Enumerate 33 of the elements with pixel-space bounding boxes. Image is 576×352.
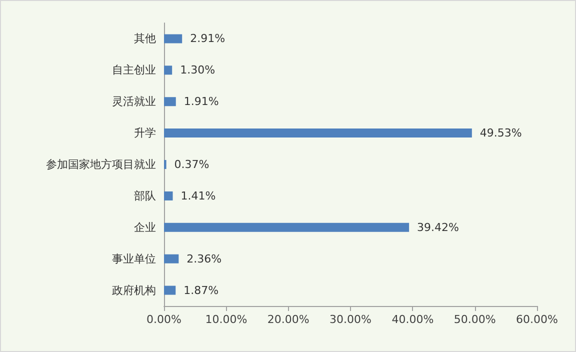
x-tick-label: 0.00% [146,313,182,326]
bar [164,34,182,44]
x-tick-label: 40.00% [392,313,434,326]
bar [164,97,176,106]
data-label: 1.87% [184,284,219,297]
x-tick-label: 30.00% [330,313,372,326]
y-tick-label: 升学 [134,126,156,140]
y-tick-label: 事业单位 [112,252,156,266]
x-tick-label: 20.00% [267,313,310,326]
bar [164,66,172,75]
y-tick-label: 企业 [134,220,156,234]
y-tick-label: 政府机构 [112,284,156,297]
y-tick-label: 灵活就业 [112,95,156,108]
y-tick-label: 参加国家地方项目就业 [46,158,156,171]
y-tick-label: 自主创业 [112,64,156,77]
data-label: 1.91% [184,95,219,108]
y-tick-label: 部队 [134,189,156,202]
bar [164,286,176,295]
bar [164,222,410,232]
data-label: 2.36% [186,252,222,266]
data-label: 0.37% [174,158,210,171]
data-label: 39.42% [417,220,460,234]
bar [164,128,472,138]
data-label: 2.91% [190,32,226,46]
x-tick-label: 60.00% [516,313,558,326]
x-tick-label: 10.00% [205,313,248,326]
data-label: 1.41% [180,189,216,202]
y-tick-label: 其他 [134,32,156,46]
x-tick-label: 50.00% [454,313,496,326]
data-label: 1.30% [180,64,216,77]
bar [164,254,179,264]
data-label: 49.53% [480,126,522,140]
bar [164,191,173,200]
